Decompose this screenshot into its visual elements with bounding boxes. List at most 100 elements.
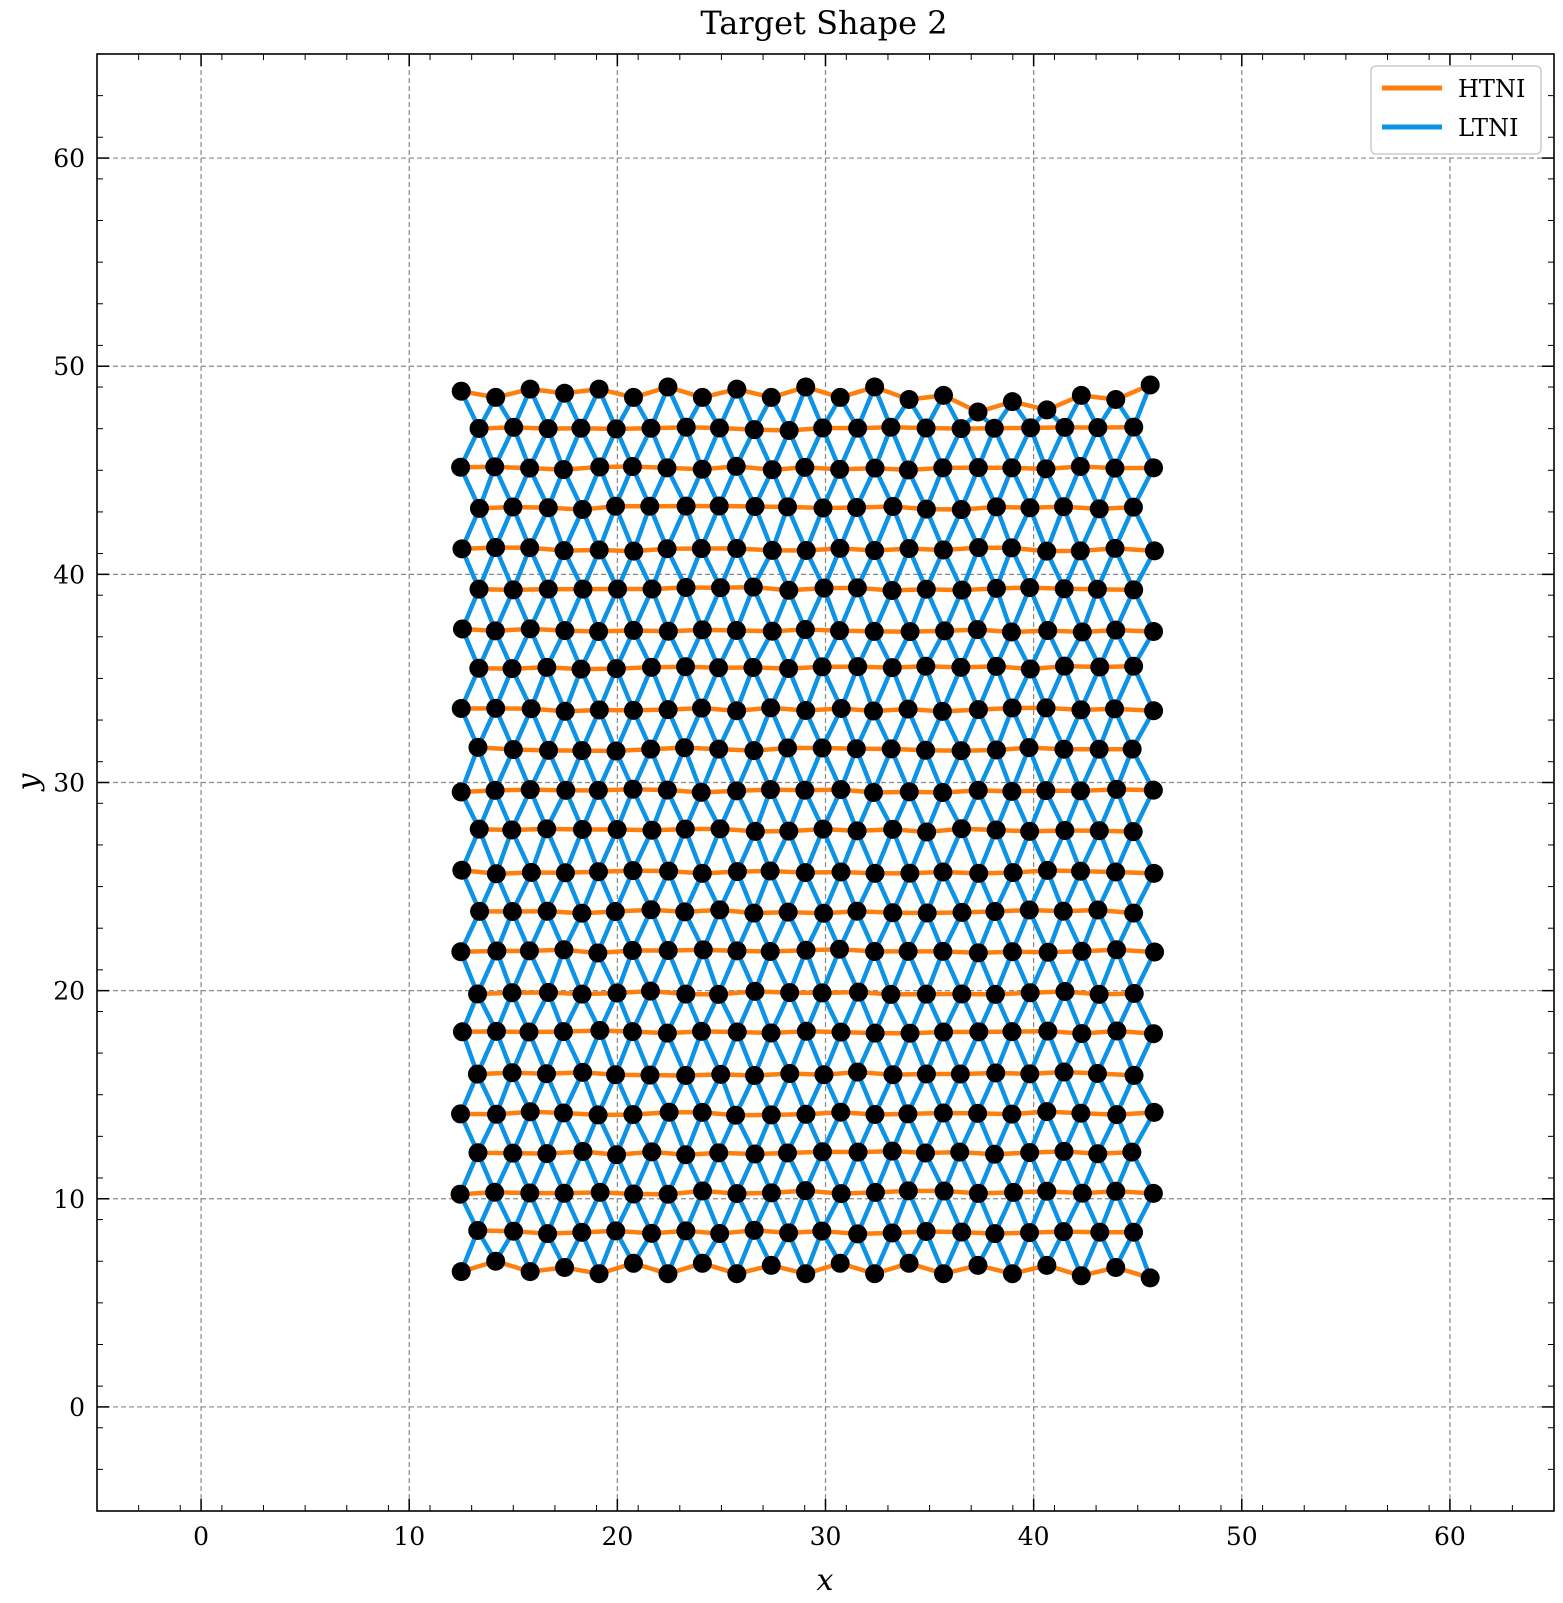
lattice-node: [1071, 1266, 1091, 1286]
lattice-node: [606, 1221, 626, 1241]
lattice-node: [745, 1144, 765, 1164]
lattice-node: [830, 621, 850, 641]
lattice-node: [830, 939, 850, 959]
lattice-node: [968, 458, 988, 478]
lattice-node: [624, 1184, 644, 1204]
lattice-node: [1070, 541, 1090, 561]
lattice-node: [452, 860, 472, 880]
lattice-node: [762, 460, 782, 480]
lattice-node: [642, 820, 662, 840]
lattice-node: [864, 783, 884, 803]
x-tick-label: 10: [393, 1522, 425, 1551]
lattice-node: [538, 1224, 558, 1244]
lattice-node: [796, 1021, 816, 1041]
lattice-node: [469, 498, 489, 518]
lattice-node: [1144, 621, 1164, 641]
lattice-node: [952, 984, 972, 1004]
lattice-node: [642, 579, 662, 599]
lattice-node: [967, 620, 987, 640]
lattice-node: [727, 701, 747, 721]
lattice-node: [572, 741, 592, 761]
lattice-node: [451, 381, 471, 401]
lattice-node: [1107, 1021, 1127, 1041]
lattice-node: [1106, 1181, 1126, 1201]
lattice-node: [865, 1182, 885, 1202]
lattice-node: [520, 458, 540, 478]
lattice-node: [865, 1105, 885, 1125]
lattice-node: [1053, 1222, 1073, 1242]
lattice-node: [900, 863, 920, 883]
lattice-node: [952, 819, 972, 839]
lattice-node: [779, 580, 799, 600]
lattice-node: [1089, 499, 1109, 519]
lattice-node: [1124, 903, 1144, 923]
lattice-node: [502, 901, 522, 921]
lattice-node: [814, 1065, 834, 1085]
lattice-node: [606, 419, 626, 439]
y-tick-label: 20: [53, 977, 85, 1006]
lattice-node: [451, 457, 471, 477]
lattice-node: [657, 780, 677, 800]
lattice-node: [933, 458, 953, 478]
lattice-node: [1087, 579, 1107, 599]
lattice-node: [882, 1141, 902, 1161]
lattice-node: [691, 782, 711, 802]
lattice-node: [623, 700, 643, 720]
lattice-node: [486, 538, 506, 558]
lattice-node: [761, 1023, 781, 1043]
axis-ticks: 0 10 20 30 40 50 60 0 10 20 30 40 50 60: [53, 53, 1555, 1551]
lattice-node: [1054, 739, 1074, 759]
lattice-node: [709, 658, 729, 678]
lattice-node: [710, 1224, 730, 1244]
lattice-node: [969, 1022, 989, 1042]
lattice-node: [590, 457, 610, 477]
lattice-node: [709, 1143, 729, 1163]
lattice-node: [1071, 861, 1091, 881]
lattice-node: [795, 457, 815, 477]
lattice-node: [760, 780, 780, 800]
lattice-node: [779, 421, 799, 441]
lattice-node: [898, 699, 918, 719]
x-tick-label: 20: [601, 1522, 633, 1551]
lattice-node: [605, 902, 625, 922]
lattice-node: [451, 698, 471, 718]
lattice-node: [622, 940, 642, 960]
lattice-node: [968, 943, 988, 963]
lattice-node: [831, 1022, 851, 1042]
lattice-node: [553, 1022, 573, 1042]
lattice-node: [898, 460, 918, 480]
lattice-node: [537, 819, 557, 839]
lattice-node: [502, 983, 522, 1003]
lattice-node: [1055, 417, 1075, 437]
lattice-node: [1001, 622, 1021, 642]
lattice-node: [882, 658, 902, 678]
lattice-node: [744, 420, 764, 440]
lattice-node: [916, 499, 936, 519]
lattice-node: [1055, 820, 1075, 840]
lattice-node: [761, 1183, 781, 1203]
lattice-node: [1105, 699, 1125, 719]
lattice-node: [485, 457, 505, 477]
lattice-node: [883, 497, 903, 517]
lattice-node: [676, 984, 696, 1004]
lattice-node: [1037, 541, 1057, 561]
lattice-node: [485, 780, 505, 800]
lattice-node: [934, 1181, 954, 1201]
lattice-node: [1144, 458, 1164, 478]
lattice-node: [848, 418, 868, 438]
lattice-node: [881, 739, 901, 759]
lattice-node: [762, 621, 782, 641]
lattice-node: [1020, 983, 1040, 1003]
lattice-node: [1020, 1064, 1040, 1084]
lattice-node: [487, 941, 507, 961]
lattice-node: [1054, 579, 1074, 599]
lattice-node: [658, 621, 678, 641]
lattice-node: [744, 903, 764, 923]
lattice-node: [520, 619, 540, 639]
lattice-node: [761, 1255, 781, 1275]
lattice-node: [900, 1023, 920, 1043]
lattice-node: [1089, 984, 1109, 1004]
lattice-node: [692, 459, 712, 479]
lattice-node: [676, 1145, 696, 1165]
lattice-node: [623, 861, 643, 881]
